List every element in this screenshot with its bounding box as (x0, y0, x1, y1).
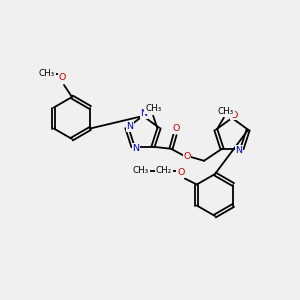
Text: O: O (177, 168, 184, 177)
Text: O: O (172, 124, 180, 133)
Text: CH₃: CH₃ (145, 104, 161, 113)
Text: CH₂: CH₂ (156, 166, 172, 175)
Text: O: O (230, 110, 238, 119)
Text: O: O (183, 152, 191, 161)
Text: CH₃: CH₃ (133, 166, 149, 175)
Text: N: N (140, 110, 148, 118)
Text: N: N (236, 146, 242, 155)
Text: CH₃: CH₃ (39, 70, 55, 79)
Text: O: O (58, 74, 66, 82)
Text: N: N (126, 122, 133, 131)
Text: CH₃: CH₃ (218, 107, 234, 116)
Text: N: N (133, 144, 140, 153)
